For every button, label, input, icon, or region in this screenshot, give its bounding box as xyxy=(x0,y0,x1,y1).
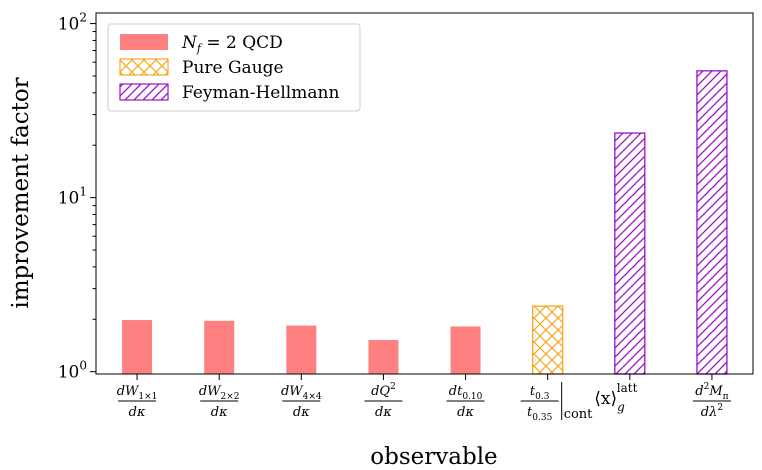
svg-text:dW2×2: dW2×2 xyxy=(199,384,240,402)
svg-text:dt0.10: dt0.10 xyxy=(449,384,483,402)
legend-entry-1: Pure Gauge xyxy=(182,58,284,78)
bar-0 xyxy=(122,320,153,374)
bars-layer xyxy=(122,70,728,375)
svg-text:dκ: dκ xyxy=(293,405,310,420)
svg-text:dQ2: dQ2 xyxy=(371,382,396,399)
x-tick-label-1: dW2×2 dκ xyxy=(199,384,240,420)
svg-text:t0.35: t0.35 xyxy=(527,405,553,423)
legend-swatch-2 xyxy=(119,83,169,101)
legend: Nf = 2 QCD Pure Gauge Feyman-Hellmann xyxy=(107,23,361,112)
x-tick-label-0: dW1×1 dκ xyxy=(117,384,158,420)
x-axis: dW1×1dκdW2×2dκdW4×4dκdQ2dκdt0.10dκt0.3t0… xyxy=(117,374,731,423)
bar-3 xyxy=(368,340,399,374)
y-tick-label-0: 100 xyxy=(58,359,87,383)
bar-1 xyxy=(204,320,235,374)
bar-5 xyxy=(532,305,564,375)
svg-text:dW4×4: dW4×4 xyxy=(281,384,322,402)
x-tick-label-2: dW4×4 dκ xyxy=(281,384,322,420)
svg-text:dκ: dκ xyxy=(375,405,392,420)
svg-text:dκ: dκ xyxy=(457,405,474,420)
x-tick-label-5: t0.3 t0.35 cont xyxy=(520,382,593,423)
bar-4 xyxy=(450,326,481,374)
svg-text:⟨x⟩glatt: ⟨x⟩glatt xyxy=(594,381,637,414)
svg-text:dκ: dκ xyxy=(211,405,228,420)
legend-entry-0: Nf = 2 QCD xyxy=(181,33,283,55)
legend-box xyxy=(107,23,361,112)
y-axis-label: improvement factor xyxy=(8,77,34,308)
svg-text:cont: cont xyxy=(564,407,593,422)
svg-text:t0.3: t0.3 xyxy=(530,384,550,402)
plot-frame xyxy=(95,12,754,375)
legend-swatch-1 xyxy=(119,58,169,76)
bar-6 xyxy=(614,132,646,375)
legend-entry-2: Feyman-Hellmann xyxy=(182,83,339,103)
x-tick-label-4: dt0.10 dκ xyxy=(446,384,485,420)
bar-7 xyxy=(696,70,728,375)
x-axis-label: observable xyxy=(370,444,497,470)
svg-text:dλ2: dλ2 xyxy=(701,403,723,420)
svg-text:dκ: dκ xyxy=(129,405,146,420)
svg-text:dW1×1: dW1×1 xyxy=(117,384,158,402)
x-tick-label-6: ⟨x⟩glatt xyxy=(594,381,637,414)
x-tick-label-3: dQ2 dκ xyxy=(364,382,403,420)
legend-swatch-0 xyxy=(120,34,168,50)
svg-text:d2Mπ: d2Mπ xyxy=(695,382,728,402)
y-tick-label-1: 101 xyxy=(58,185,87,209)
y-axis: 100 101 102 xyxy=(58,11,96,383)
y-tick-label-2: 102 xyxy=(58,11,87,35)
bar-2 xyxy=(286,325,317,374)
